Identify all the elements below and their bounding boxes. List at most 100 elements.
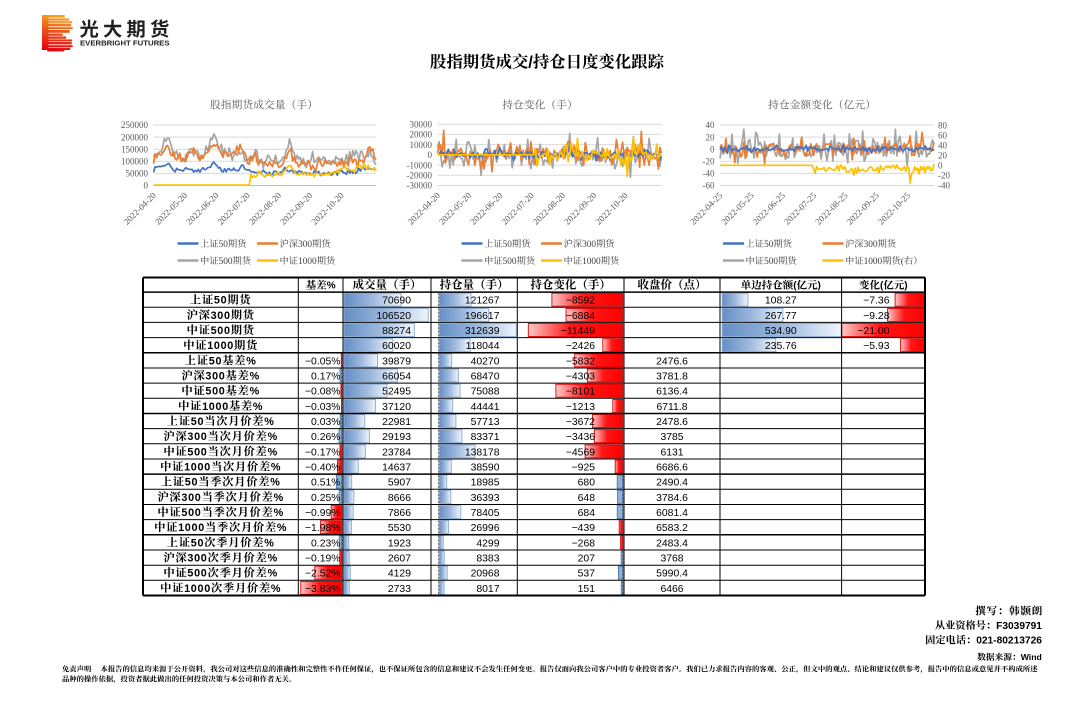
svg-text:6131: 6131 [660,447,683,458]
svg-text:0: 0 [938,161,943,171]
svg-text:138178: 138178 [465,447,500,458]
svg-text:−2426: −2426 [566,341,595,352]
svg-text:38590: 38590 [471,463,500,474]
svg-text:(: ( [793,281,797,292]
svg-text:−1213: −1213 [566,402,595,413]
svg-text:39879: 39879 [382,356,411,367]
svg-text:52495: 52495 [382,387,411,398]
svg-text:2022-05-25: 2022-05-25 [719,190,756,227]
svg-text:8017: 8017 [476,584,499,595]
svg-text:1000: 1000 [184,462,211,474]
svg-text:66054: 66054 [382,371,411,382]
svg-text:20000: 20000 [410,130,433,140]
svg-text:50: 50 [209,355,222,367]
svg-text:4299: 4299 [476,538,499,549]
svg-text:26996: 26996 [471,523,500,534]
svg-text:7866: 7866 [388,508,411,519]
svg-text:500: 500 [764,257,778,267]
svg-text:0: 0 [144,181,149,191]
svg-text:F3039791: F3039791 [996,621,1042,632]
svg-text:100000: 100000 [121,157,149,167]
svg-text:2607: 2607 [388,554,411,565]
svg-text:44441: 44441 [471,402,500,413]
svg-text:5990.4: 5990.4 [656,569,688,580]
svg-text:2022-08-20: 2022-08-20 [531,190,568,227]
svg-text:1000: 1000 [184,583,211,595]
svg-text:): ) [818,281,821,292]
svg-text:-20: -20 [703,157,715,167]
svg-text:207: 207 [578,554,596,565]
svg-text:−0.40%: −0.40% [305,463,341,474]
svg-text:3781.8: 3781.8 [656,371,688,382]
svg-text:300: 300 [181,492,201,504]
svg-text:2022-09-20: 2022-09-20 [562,190,599,227]
svg-text:2483.4: 2483.4 [656,538,688,549]
svg-text:2022-09-20: 2022-09-20 [278,190,315,227]
svg-text:267.77: 267.77 [765,311,797,322]
svg-text:(: ( [880,281,884,292]
svg-text:2476.6: 2476.6 [656,356,688,367]
svg-text:37120: 37120 [382,402,411,413]
svg-text:50000: 50000 [126,169,149,179]
svg-text:1000: 1000 [202,401,229,413]
svg-text:50: 50 [219,240,229,250]
svg-text:6466: 6466 [660,584,683,595]
svg-text:%: % [268,431,278,443]
svg-text:): ) [904,281,907,292]
svg-text:196617: 196617 [465,311,500,322]
svg-text:500: 500 [187,568,207,580]
svg-text:−7.36: −7.36 [863,296,890,307]
svg-text:−21.00: −21.00 [857,326,889,337]
svg-text:2490.4: 2490.4 [656,478,688,489]
svg-text:6136.4: 6136.4 [656,387,688,398]
svg-text:6711.8: 6711.8 [656,402,687,413]
svg-text:1000: 1000 [864,257,883,267]
svg-text:1000: 1000 [207,340,234,352]
svg-text:%: % [270,477,280,489]
svg-text:648: 648 [578,493,596,504]
svg-text:0.03%: 0.03% [311,417,340,428]
svg-text:%: % [274,507,284,519]
svg-text:/: / [528,54,533,72]
svg-text:40: 40 [706,120,716,130]
svg-text:10000: 10000 [410,140,433,150]
svg-text:4129: 4129 [388,569,411,580]
svg-text:80: 80 [938,120,948,130]
svg-text:60020: 60020 [382,341,411,352]
svg-text:300: 300 [211,310,231,322]
svg-text:−5.93: −5.93 [863,341,890,352]
svg-text:0.26%: 0.26% [311,432,340,443]
svg-text:2022-04-25: 2022-04-25 [688,190,725,227]
svg-text:78405: 78405 [471,508,500,519]
svg-text:500: 500 [181,507,201,519]
svg-text:18985: 18985 [471,478,500,489]
svg-text:021-80213726: 021-80213726 [976,636,1042,647]
svg-text:22981: 22981 [382,417,411,428]
svg-text:−0.17%: −0.17% [305,447,341,458]
svg-text:20968: 20968 [471,569,500,580]
svg-text:EVERBRIGHT FUTURES: EVERBRIGHT FUTURES [80,39,170,48]
svg-text:%: % [271,462,281,474]
svg-text:3768: 3768 [660,554,683,565]
svg-text:5530: 5530 [388,523,411,534]
svg-text:57713: 57713 [471,417,500,428]
svg-text:50: 50 [503,240,513,250]
svg-text:−4303: −4303 [566,371,595,382]
svg-text:1923: 1923 [388,538,411,549]
svg-text:30000: 30000 [410,119,433,129]
svg-text:-20: -20 [938,171,950,181]
svg-text:680: 680 [578,478,596,489]
svg-text:−11449: −11449 [561,326,595,337]
svg-text:0.25%: 0.25% [311,493,340,504]
svg-text:29193: 29193 [382,432,411,443]
svg-text:-20000: -20000 [407,171,433,181]
svg-text:534.90: 534.90 [765,326,797,337]
svg-text:(: ( [901,256,904,267]
svg-text:0.23%: 0.23% [311,538,340,549]
svg-text:−439: −439 [572,523,596,534]
svg-text:150000: 150000 [121,144,149,154]
svg-text:%: % [271,583,281,595]
svg-text:300: 300 [205,370,225,382]
svg-text:−3672: −3672 [566,417,595,428]
svg-text:2022-10-25: 2022-10-25 [876,190,913,227]
